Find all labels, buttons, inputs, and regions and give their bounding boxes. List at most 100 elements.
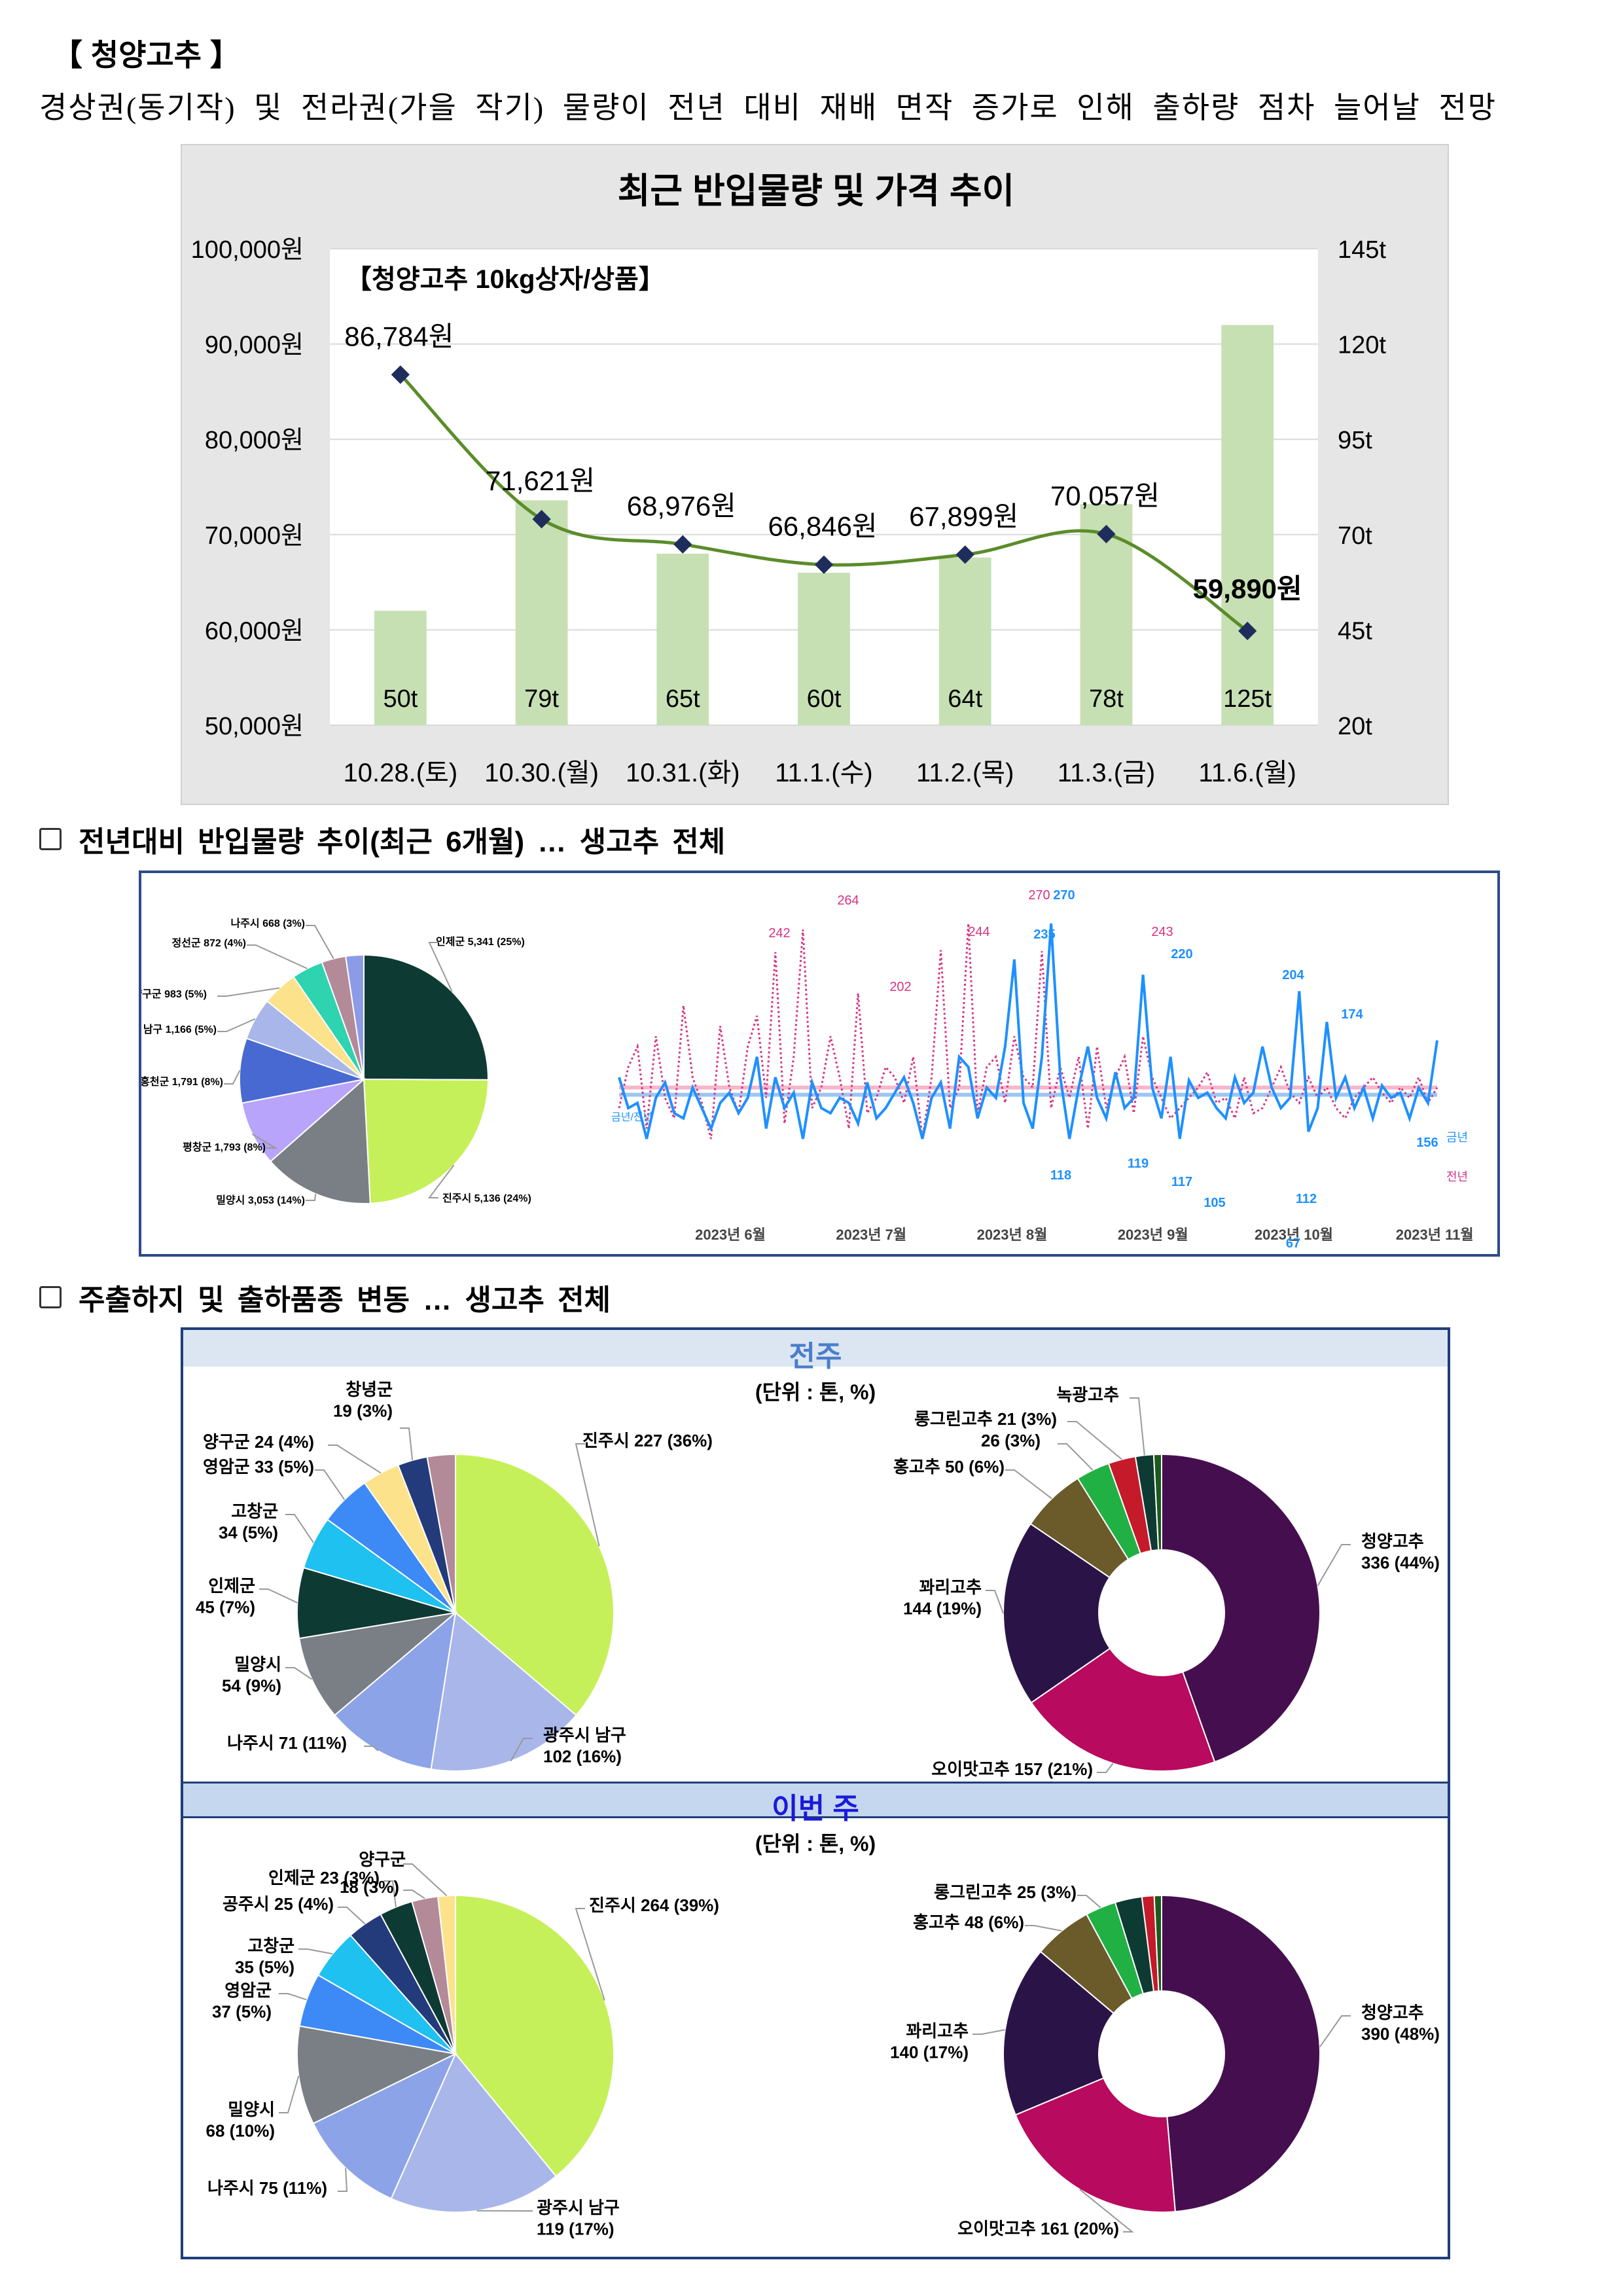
p3b-label: 꽈리고추 144 (19%)	[903, 1577, 982, 1619]
price-label: 86,784원	[344, 321, 454, 351]
p3b-slice	[1152, 1453, 1162, 1551]
p3d-slice	[1003, 1950, 1115, 2116]
p3c-label: 공주시 25 (4%)	[223, 1894, 334, 1914]
current-annotation: 235	[1033, 927, 1055, 942]
p3d-label: 청양고추 390 (48%)	[1361, 2003, 1440, 2044]
section-header-title: 【 청양고추 】	[52, 38, 240, 72]
unit-label-curr: (단위 : 톤, %)	[755, 1832, 876, 1856]
p3b-leader	[1317, 1544, 1351, 1587]
p3c-leader	[338, 2168, 348, 2192]
left-tick-label: 70,000원	[205, 522, 304, 550]
price-label: 68,976원	[627, 491, 736, 522]
volume-bar-label: 64t	[948, 685, 982, 713]
pie2-leader	[427, 1164, 455, 1198]
volume-bar	[1221, 325, 1274, 726]
p3a-leader	[510, 1738, 533, 1762]
volume-trend-panel: 인제군 5,341 (25%) 진주시 5,136 (24%) 밀양시 3,053 …	[111, 870, 1500, 1257]
price-volume-chart-panel: 최근 반입물량 및 가격 추이 【청양고추 10kg상자/상품】 50,000원…	[181, 144, 1449, 805]
p3b-label: 홍고추 50 (6%)	[893, 1457, 1005, 1477]
prev-week-band: 전주	[183, 1330, 1448, 1372]
current-annotation: 67	[1286, 1236, 1300, 1251]
p3d-label: 꽈리고추 140 (17%)	[890, 2021, 969, 2062]
prev-week-label: 전주	[789, 1340, 842, 1372]
current-annotation: 117	[1171, 1175, 1192, 1189]
pie2-leader	[217, 987, 280, 997]
price-marker	[1097, 524, 1116, 544]
p3c-label: 나주시 75 (11%)	[207, 2178, 327, 2198]
p3d-label: 홍고추 48 (6%)	[913, 1912, 1024, 1932]
x-tick-label: 11.1.(수)	[775, 759, 872, 787]
p3b-label: 오이맛고추 157 (21%)	[931, 1759, 1093, 1779]
p3c-slice	[437, 1894, 456, 2054]
p3a-leader	[285, 1514, 314, 1543]
price-marker	[814, 555, 834, 574]
price-label: 70,057원	[1050, 480, 1160, 511]
prior-annotation: 270	[1028, 888, 1050, 903]
p3a-label: 양구군 24 (4%)	[203, 1432, 314, 1452]
prior-annotation: 243	[1151, 925, 1173, 939]
p3c-slice	[390, 2053, 558, 2213]
volume-bar	[938, 557, 991, 725]
origin-variety-panel: 전주 (단위 : 톤, %) 이번 주 (단위 : 톤, %) 진주시 227 …	[181, 1327, 1450, 2259]
volume-trend-graphics: 인제군 5,341 (25%) 진주시 5,136 (24%) 밀양시 3,053 …	[111, 888, 1474, 1251]
pie2-label: 밀양시 3,053 (14%)	[216, 1194, 305, 1206]
p3a-leader	[575, 1443, 600, 1547]
p3c-leader	[338, 1907, 366, 1925]
p3b-label: 녹광고추	[1056, 1385, 1119, 1405]
pie2-leader	[306, 925, 334, 960]
x-tick-label: 2023년 11월	[1396, 1227, 1474, 1243]
section-origin-variety: 주출하지 및 출하품종 변동 … 생고추 전체	[39, 1276, 611, 1318]
prior-annotation: 242	[768, 926, 790, 941]
pie2-label: 평창군 1,793 (8%)	[183, 1141, 266, 1153]
current-annotation: 220	[1171, 947, 1192, 961]
x-tick-label: 2023년 7월	[836, 1227, 906, 1243]
price-marker	[1238, 621, 1257, 641]
p3a-slice	[426, 1453, 456, 1613]
section-title: 전년대비 반입물량 추이(최근 6개월) … 생고추 전체	[79, 826, 726, 858]
p3b-leader	[1130, 1397, 1145, 1456]
volume-bar-label: 78t	[1089, 685, 1124, 713]
current-annotation: 105	[1204, 1196, 1225, 1210]
price-volume-chart: 최근 반입물량 및 가격 추이 【청양고추 10kg상자/상품】 50,000원…	[191, 171, 1387, 787]
volume-bar-label: 125t	[1223, 685, 1272, 713]
checkbox-icon	[39, 828, 62, 850]
current-annotation: 118	[1050, 1168, 1071, 1183]
left-tick-label: 80,000원	[205, 427, 304, 454]
p3c-label: 18 (3%)	[340, 1877, 399, 1897]
x-tick-label: 10.28.(토)	[344, 759, 458, 787]
p3b-slice	[1161, 1453, 1321, 1763]
price-label: 67,899원	[909, 501, 1018, 531]
volume-bar	[656, 553, 709, 725]
p3d-slice	[1153, 1894, 1162, 1992]
x-tick-label: 2023년 10월	[1255, 1227, 1333, 1243]
chart-title: 최근 반입물량 및 가격 추이	[618, 171, 1015, 211]
pie2-label: 진주시 5,136 (24%)	[442, 1193, 531, 1204]
current-year-line	[618, 923, 1438, 1139]
right-tick-label: 45t	[1338, 617, 1372, 645]
p3a-slice	[455, 1453, 615, 1717]
unit-label-prev: (단위 : 톤, %)	[755, 1380, 876, 1404]
x-tick-label: 11.3.(금)	[1058, 759, 1155, 787]
prior-annotation: 202	[889, 980, 911, 994]
p3c-leader	[279, 1993, 307, 2001]
p3c-leader	[575, 1908, 605, 2001]
p3a-leader	[400, 1427, 414, 1461]
p3b-leader	[1005, 1469, 1052, 1499]
p3a-label: 진주시 227 (36%)	[582, 1431, 713, 1450]
curr-week-band: 이번 주	[183, 1782, 1448, 1825]
p3b-slice	[1030, 1647, 1216, 1772]
p3d-leader	[1319, 2015, 1351, 2048]
pie2-label: 정선군 872 (4%)	[171, 937, 246, 949]
legend-current: 금년	[1446, 1131, 1468, 1144]
checkbox-icon	[39, 1286, 62, 1308]
p3a-label: 인제군 45 (7%)	[196, 1576, 255, 1617]
pie2-slice	[363, 954, 489, 1081]
p3b-leader	[986, 1590, 1004, 1614]
p3a-slice	[430, 1611, 577, 1772]
current-annotation: 204	[1282, 968, 1304, 982]
p3b-leader	[1058, 1443, 1094, 1471]
pie2-label: 나주시 668 (3%)	[230, 918, 305, 929]
legend-left: 금년/전년	[611, 1111, 652, 1123]
p3c-label: 광주시 남구 119 (17%)	[537, 2198, 620, 2239]
pie2-leader	[428, 942, 453, 992]
